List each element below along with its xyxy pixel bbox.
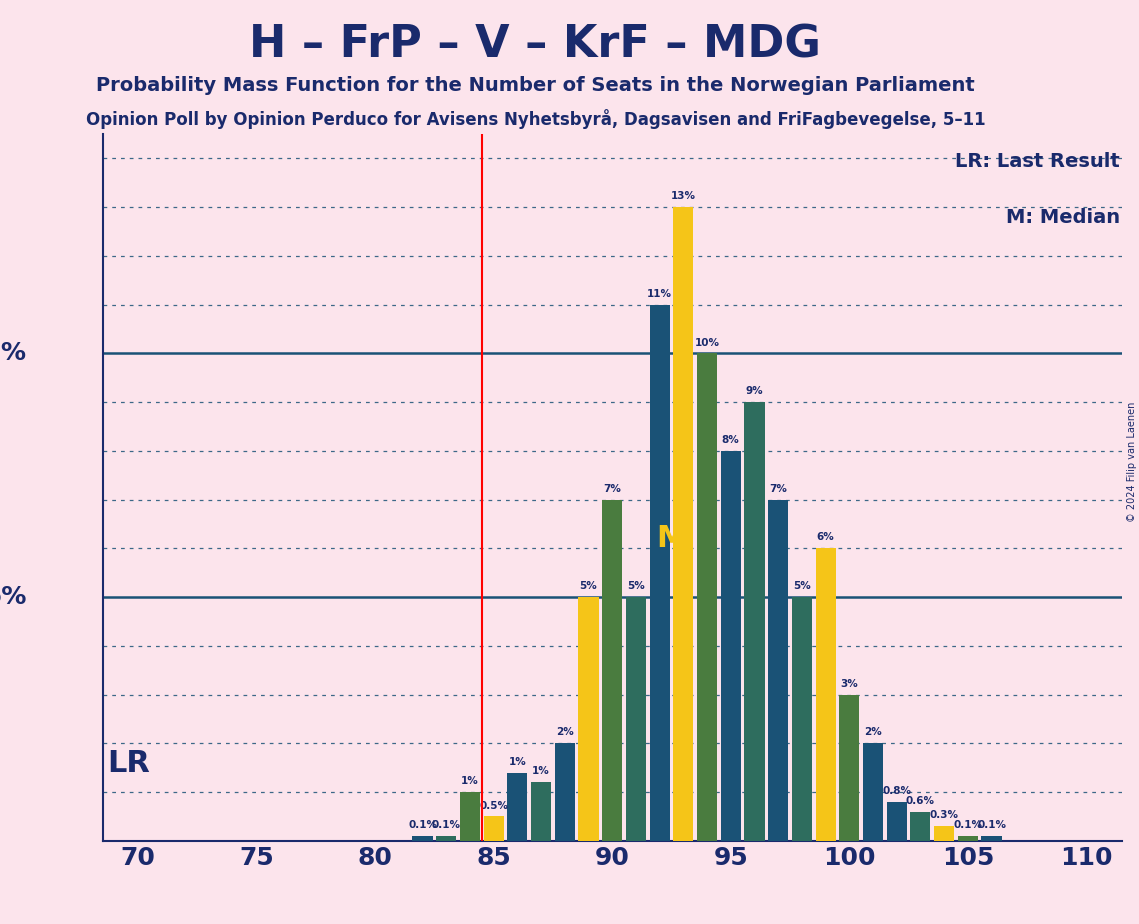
Bar	[745, 402, 764, 841]
Text: 10%: 10%	[0, 341, 26, 365]
Text: M: Median: M: Median	[1006, 208, 1120, 227]
Text: 5%: 5%	[0, 585, 26, 609]
Bar	[839, 695, 859, 841]
Bar	[579, 597, 599, 841]
Text: 0.8%: 0.8%	[883, 786, 911, 796]
Bar	[863, 743, 883, 841]
Text: © 2024 Filip van Laenen: © 2024 Filip van Laenen	[1126, 402, 1137, 522]
Text: 0.1%: 0.1%	[977, 821, 1006, 830]
Text: 5%: 5%	[628, 581, 645, 591]
Text: 5%: 5%	[793, 581, 811, 591]
Text: 0.3%: 0.3%	[929, 810, 959, 821]
Bar	[721, 451, 740, 841]
Text: Probability Mass Function for the Number of Seats in the Norwegian Parliament: Probability Mass Function for the Number…	[96, 76, 975, 95]
Text: Opinion Poll by Opinion Perduco for Avisens Nyhetsbyrå, Dagsavisen and FriFagbev: Opinion Poll by Opinion Perduco for Avis…	[85, 109, 985, 129]
Text: 8%: 8%	[722, 435, 739, 445]
Text: 0.1%: 0.1%	[432, 821, 461, 830]
Bar	[910, 811, 931, 841]
Bar	[484, 817, 503, 841]
Bar	[507, 772, 527, 841]
Text: LR: Last Result: LR: Last Result	[956, 152, 1120, 171]
Bar	[673, 207, 694, 841]
Bar	[603, 500, 622, 841]
Text: 0.5%: 0.5%	[480, 800, 508, 810]
Text: 11%: 11%	[647, 289, 672, 298]
Bar	[625, 597, 646, 841]
Bar	[982, 836, 1001, 841]
Text: 10%: 10%	[695, 337, 720, 347]
Text: 2%: 2%	[556, 727, 574, 737]
Text: 1%: 1%	[508, 757, 526, 767]
Text: H – FrP – V – KrF – MDG: H – FrP – V – KrF – MDG	[249, 23, 821, 67]
Text: 5%: 5%	[580, 581, 597, 591]
Text: 7%: 7%	[769, 484, 787, 493]
Bar	[460, 792, 480, 841]
Text: 3%: 3%	[841, 679, 858, 688]
Bar	[792, 597, 812, 841]
Text: 1%: 1%	[532, 767, 550, 776]
Text: 2%: 2%	[865, 727, 882, 737]
Text: 9%: 9%	[746, 386, 763, 396]
Text: 0.1%: 0.1%	[953, 821, 982, 830]
Text: M: M	[656, 524, 687, 553]
Bar	[768, 500, 788, 841]
Text: LR: LR	[107, 749, 150, 778]
Text: 0.6%: 0.6%	[906, 796, 935, 806]
Text: 13%: 13%	[671, 191, 696, 201]
Bar	[412, 836, 433, 841]
Text: 6%: 6%	[817, 532, 835, 542]
Bar	[436, 836, 457, 841]
Bar	[958, 836, 978, 841]
Bar	[934, 826, 954, 841]
Bar	[697, 353, 718, 841]
Bar	[531, 783, 551, 841]
Text: 1%: 1%	[461, 776, 478, 786]
Bar	[886, 802, 907, 841]
Bar	[816, 548, 836, 841]
Text: 0.1%: 0.1%	[408, 821, 437, 830]
Text: 7%: 7%	[604, 484, 621, 493]
Bar	[555, 743, 575, 841]
Bar	[649, 305, 670, 841]
